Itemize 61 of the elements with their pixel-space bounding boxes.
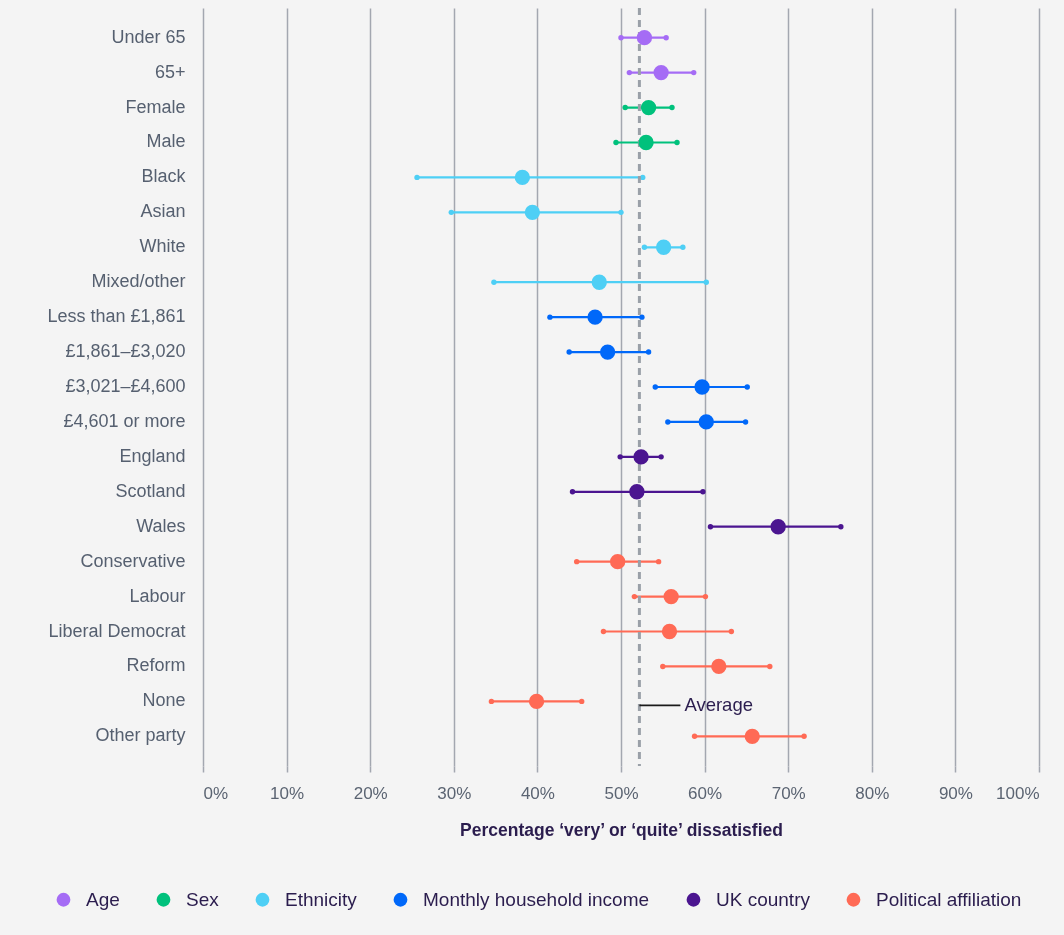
y-tick-label: Conservative — [80, 550, 186, 571]
y-tick-label: Female — [125, 96, 186, 117]
point — [694, 379, 710, 395]
point — [744, 728, 760, 744]
point — [514, 169, 531, 186]
y-tick-label: £1,861–£3,020 — [65, 341, 186, 362]
legend-label: Monthly household income — [423, 888, 650, 910]
point — [698, 414, 714, 430]
x-tick-label: 90% — [938, 783, 973, 803]
legend-label: Ethnicity — [285, 888, 358, 910]
point — [655, 239, 672, 255]
point — [591, 274, 607, 290]
y-tick-label: Black — [141, 166, 187, 187]
x-tick-label: 40% — [520, 783, 555, 803]
y-tick-label: Labour — [129, 585, 186, 606]
point — [599, 344, 616, 360]
y-tick-label: Scotland — [115, 480, 186, 501]
y-tick-label: Asian — [140, 201, 186, 222]
legend-label: Political affiliation — [876, 888, 1022, 910]
x-tick-label: 70% — [771, 783, 806, 803]
legend-label: UK country — [716, 888, 811, 910]
x-tick-label: 50% — [604, 783, 639, 803]
y-tick-label: Mixed/other — [91, 271, 186, 292]
point — [711, 658, 727, 675]
x-tick-label: 10% — [270, 783, 305, 803]
point — [609, 554, 626, 570]
x-tick-label: 20% — [353, 783, 388, 803]
point — [638, 134, 654, 151]
point — [629, 484, 645, 500]
y-tick-label: Under 65 — [111, 26, 186, 47]
x-tick-label: 30% — [437, 783, 472, 803]
point — [661, 623, 678, 640]
point — [663, 588, 679, 605]
x-tick-label: 100% — [996, 783, 1040, 803]
y-tick-label: None — [142, 690, 186, 711]
point — [653, 64, 669, 81]
x-tick-label: 80% — [855, 783, 890, 803]
y-tick-label: Less than £1,861 — [47, 306, 186, 327]
point — [524, 204, 541, 220]
point — [587, 309, 603, 325]
x-tick-label: 60% — [688, 783, 723, 803]
x-axis-title: Percentage ‘very’ or ‘quite’ dissatisfied — [460, 819, 783, 840]
y-tick-label: White — [139, 236, 186, 257]
point — [633, 449, 649, 465]
y-tick-label: Wales — [136, 515, 186, 536]
ref-line-label: Average — [684, 694, 753, 716]
legend-label: Age — [86, 888, 120, 910]
y-tick-label: Reform — [126, 655, 186, 676]
y-tick-label: England — [119, 445, 186, 466]
y-tick-label: Male — [146, 131, 186, 152]
point — [636, 30, 653, 46]
y-tick-label: Liberal Democrat — [48, 620, 186, 641]
y-tick-label: £3,021–£4,600 — [65, 376, 186, 396]
point — [640, 99, 657, 116]
y-tick-label: 65+ — [154, 61, 186, 82]
point — [528, 693, 545, 710]
x-tick-label: 0% — [203, 783, 229, 803]
y-tick-label: Other party — [95, 725, 186, 746]
y-tick-label: £4,601 or more — [63, 410, 186, 431]
legend-label: Sex — [186, 888, 220, 910]
point — [770, 519, 786, 535]
